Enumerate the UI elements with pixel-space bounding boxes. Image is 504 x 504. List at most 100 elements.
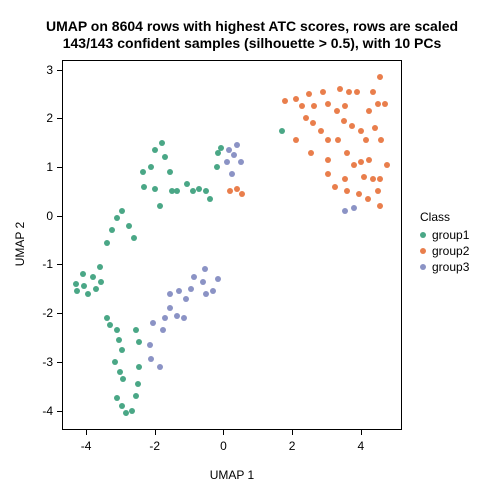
legend-label: group3 [432,260,469,274]
scatter-point [190,188,196,194]
scatter-point [123,410,129,416]
x-tick-mark [361,430,362,435]
scatter-point [293,137,299,143]
y-tick-mark [57,411,62,412]
scatter-point [150,320,156,326]
scatter-point [358,159,364,165]
legend-label: group1 [432,228,469,242]
scatter-point [176,288,182,294]
scatter-point [282,98,288,104]
scatter-point [200,279,206,285]
y-tick-label: 2 [46,111,53,125]
scatter-point [238,159,244,165]
scatter-point [119,403,125,409]
scatter-point [119,208,125,214]
scatter-point [318,128,324,134]
scatter-point [119,347,125,353]
scatter-point [183,296,189,302]
x-axis-label: UMAP 1 [62,468,402,482]
y-tick-label: 1 [46,160,53,174]
scatter-point [90,274,96,280]
scatter-point [344,188,350,194]
y-tick-mark [57,118,62,119]
scatter-point [80,271,86,277]
scatter-point [157,364,163,370]
chart-title-line-1: UMAP on 8604 rows with highest ATC score… [0,18,504,35]
scatter-point [377,74,383,80]
scatter-point [375,188,381,194]
scatter-point [337,86,343,92]
y-tick-mark [57,216,62,217]
scatter-point [98,279,104,285]
plot-area [62,60,402,430]
scatter-point [85,291,91,297]
scatter-point [162,154,168,160]
scatter-point [366,108,372,114]
scatter-point [148,164,154,170]
x-tick-mark [223,430,224,435]
x-tick-mark [292,430,293,435]
scatter-point [157,203,163,209]
scatter-point [308,150,314,156]
scatter-point [120,376,126,382]
scatter-point [334,108,340,114]
x-tick-label: -4 [81,439,92,453]
scatter-point [167,291,173,297]
scatter-point [114,215,120,221]
y-tick-label: -4 [42,404,53,418]
legend-item: group2 [420,244,469,258]
scatter-point [167,169,173,175]
legend-swatch [420,248,426,254]
scatter-point [141,184,147,190]
scatter-point [181,315,187,321]
scatter-point [344,150,350,156]
x-tick-label: 2 [289,439,296,453]
scatter-point [147,342,153,348]
scatter-point [293,96,299,102]
scatter-point [116,337,122,343]
scatter-point [218,145,224,151]
scatter-point [361,174,367,180]
scatter-point [152,147,158,153]
y-axis-label: UMAP 2 [13,59,27,429]
scatter-point [366,157,372,163]
x-tick-mark [86,430,87,435]
scatter-point [126,223,132,229]
scatter-point [231,152,237,158]
scatter-point [346,89,352,95]
y-tick-mark [57,362,62,363]
scatter-point [133,327,139,333]
chart-title: UMAP on 8604 rows with highest ATC score… [0,18,504,52]
scatter-point [117,369,123,375]
scatter-point [104,240,110,246]
scatter-point [354,89,360,95]
scatter-point [363,137,369,143]
scatter-point [191,274,197,280]
scatter-point [358,128,364,134]
legend-title: Class [420,210,469,224]
scatter-point [112,359,118,365]
scatter-point [227,188,233,194]
scatter-point [196,186,202,192]
scatter-point [356,191,362,197]
scatter-point [214,164,220,170]
x-tick-label: 0 [220,439,227,453]
x-tick-label: 4 [357,439,364,453]
scatter-point [97,264,103,270]
scatter-point [325,157,331,163]
scatter-point [229,171,235,177]
scatter-point [325,171,331,177]
scatter-point [114,327,120,333]
scatter-point [135,381,141,387]
scatter-point [310,120,316,126]
scatter-point [202,266,208,272]
scatter-point [81,283,87,289]
scatter-point [109,227,115,233]
x-tick-mark [155,430,156,435]
scatter-point [303,115,309,121]
legend-item: group3 [420,260,469,274]
umap-chart: UMAP on 8604 rows with highest ATC score… [0,0,504,504]
scatter-point [174,313,180,319]
scatter-point [136,339,142,345]
scatter-point [114,395,120,401]
